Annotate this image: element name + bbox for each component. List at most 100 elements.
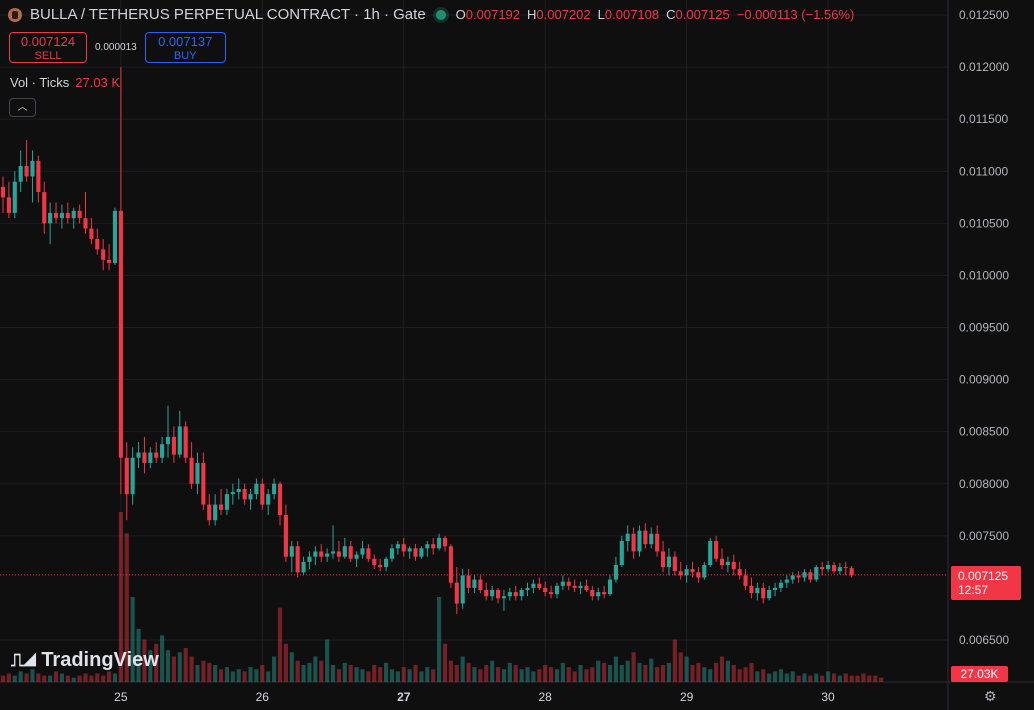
candle-body — [207, 504, 212, 521]
volume-bar — [313, 656, 318, 682]
volume-bar — [207, 662, 212, 682]
volume-bar — [543, 665, 548, 682]
tradingview-logo[interactable]: ⎍◢ TradingView — [11, 649, 159, 672]
volume-bar — [566, 667, 571, 682]
candle-body — [719, 558, 725, 565]
volume-bar — [218, 669, 224, 682]
open-value: 0.007192 — [465, 7, 521, 22]
candle-body — [743, 575, 748, 586]
sell-button[interactable]: 0.007124 SELL — [9, 32, 87, 63]
price-tick-label: 0.012500 — [959, 8, 1009, 22]
volume-bar — [843, 673, 848, 682]
candle-body — [142, 452, 147, 463]
candle-body — [749, 585, 754, 594]
candle-body — [307, 556, 312, 562]
volume-bar — [395, 671, 400, 682]
price-axis[interactable]: 0.012500 0.012000 0.011500 0.011000 0.010500… — [959, 8, 1009, 647]
candle-body — [690, 569, 695, 573]
candle-body — [289, 546, 294, 557]
candle-body — [213, 504, 218, 521]
candle-body — [101, 249, 106, 260]
candles — [0, 67, 854, 614]
candle-body — [537, 583, 542, 588]
volume-bar — [107, 671, 112, 682]
chart-settings-gear-icon[interactable]: ⚙ — [984, 688, 997, 704]
volume-bar — [873, 675, 878, 682]
volume-bar — [201, 660, 206, 682]
candle-body — [378, 565, 383, 568]
volume-bar — [708, 669, 713, 682]
candle-body — [466, 575, 471, 588]
volume-bar — [454, 665, 459, 682]
candle-body — [413, 548, 418, 557]
volume-bar — [625, 660, 630, 682]
candle-body — [560, 581, 565, 586]
candle-body — [826, 565, 831, 570]
volume-bar — [289, 652, 294, 682]
volume-bar — [507, 662, 512, 682]
volume-bar — [749, 662, 754, 682]
volume-bars — [0, 512, 884, 682]
candle-body — [543, 587, 548, 593]
candle-body — [254, 483, 259, 495]
candle-body — [784, 579, 789, 583]
price-tick-label: 0.009000 — [959, 373, 1009, 387]
candle-body — [714, 541, 719, 559]
candle-body — [525, 587, 530, 590]
candle-body — [348, 546, 353, 559]
volume-bar — [401, 667, 406, 682]
candle-body — [301, 561, 306, 573]
volume-bar — [24, 673, 29, 682]
candle-body — [814, 567, 819, 580]
candle-body — [501, 596, 506, 599]
volume-bar — [743, 667, 748, 682]
candle-body — [590, 590, 595, 597]
ohlc-values: O0.007192 H0.007202 L0.007108 C0.007125 … — [456, 7, 855, 22]
candle-body — [737, 569, 742, 576]
price-tick-label: 0.008000 — [959, 477, 1009, 491]
collapse-legend-button[interactable]: ︿ — [9, 98, 36, 117]
volume-legend[interactable]: Vol · Ticks 27.03 K — [10, 75, 120, 90]
volume-bar — [855, 675, 860, 682]
market-status-icon[interactable] — [435, 9, 446, 20]
volume-bar — [731, 665, 736, 682]
candle-body — [513, 592, 518, 597]
candle-body — [36, 160, 41, 193]
volume-bar — [348, 665, 353, 682]
volume-bar — [384, 662, 389, 682]
volume-bar — [154, 643, 159, 682]
symbol-title[interactable]: BULLA / TETHERUS PERPETUAL CONTRACT · 1h… — [30, 6, 426, 23]
time-tick-label: 29 — [680, 690, 694, 704]
candle-body — [395, 544, 400, 549]
volume-bar — [554, 669, 560, 682]
volume-bar — [790, 671, 795, 682]
candle-body — [578, 585, 583, 588]
candle-body — [272, 483, 277, 495]
candle-body — [519, 590, 524, 597]
volume-bar — [148, 650, 153, 682]
candle-body — [796, 575, 801, 578]
candle-body — [672, 556, 677, 572]
candle-body — [484, 590, 489, 597]
buy-button[interactable]: 0.007137 BUY — [144, 32, 226, 63]
time-tick-label: 27 — [397, 690, 411, 704]
volume-bar — [478, 669, 483, 682]
volume-bar — [177, 652, 182, 682]
candle-body — [678, 571, 683, 576]
volume-bar — [130, 597, 135, 682]
volume-bar — [160, 635, 165, 682]
time-tick-label: 28 — [539, 690, 553, 704]
volume-bar — [725, 660, 730, 682]
candle-body — [59, 212, 64, 219]
candle-body — [154, 452, 159, 458]
candle-body — [619, 541, 624, 565]
volume-bar — [42, 675, 47, 682]
candle-body — [107, 259, 112, 263]
candle-body — [419, 548, 424, 557]
candle-body — [495, 590, 501, 599]
candle-body — [0, 186, 6, 198]
time-axis[interactable]: 25 26 27 28 29 30 — [114, 690, 835, 704]
candle-body — [566, 581, 571, 586]
volume-bar — [560, 662, 565, 682]
